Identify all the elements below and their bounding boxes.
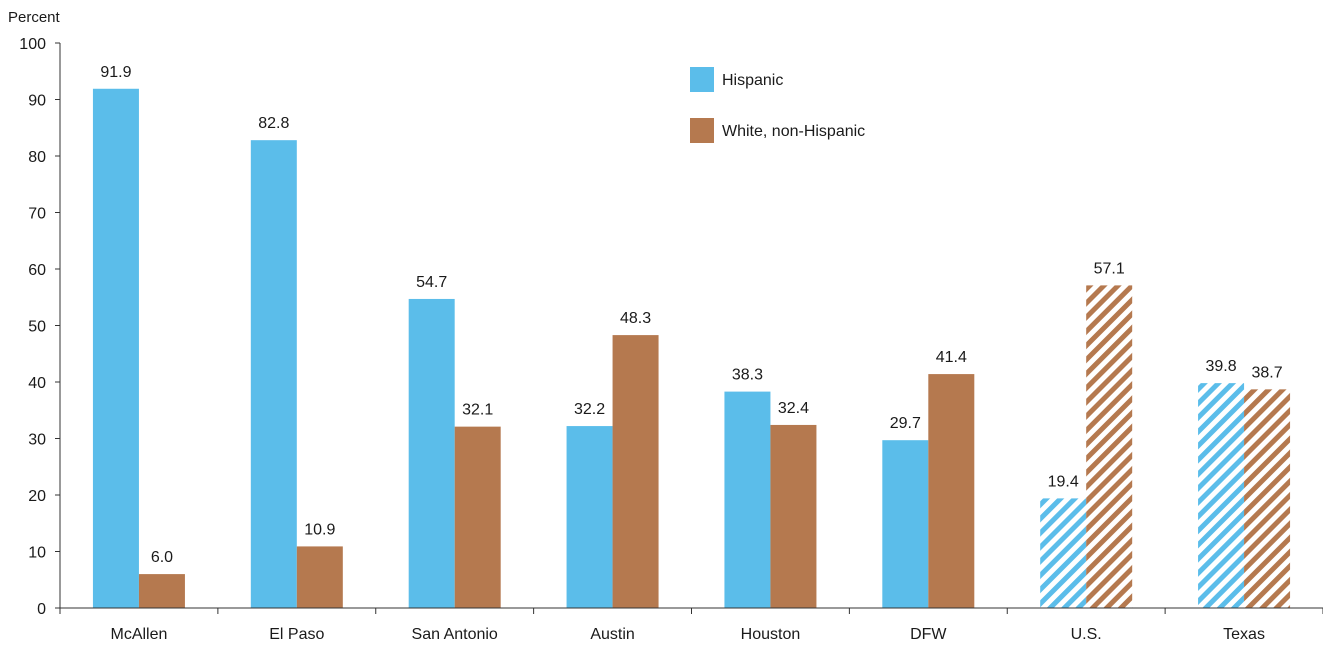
bar-texas-white-non-hispanic: [1244, 389, 1291, 608]
data-label-dfw-white-non-hispanic: 41.4: [936, 349, 967, 366]
legend-label-white-non-hispanic: White, non-Hispanic: [722, 123, 865, 140]
data-label-texas-hispanic: 39.8: [1205, 358, 1236, 375]
bar-texas-hispanic: [1198, 383, 1245, 608]
data-label-mcallen-white-non-hispanic: 6.0: [151, 549, 173, 566]
y-tick-label: 30: [28, 432, 46, 449]
data-label-texas-white-non-hispanic: 38.7: [1251, 364, 1282, 381]
bar-houston-white-non-hispanic: [770, 424, 817, 608]
bar-el-paso-white-non-hispanic: [296, 546, 343, 608]
bar-mcallen-white-non-hispanic: [138, 574, 185, 608]
y-tick-label: 80: [28, 149, 46, 166]
x-axis: McAllen El Paso San Antonio Austin Houston DF…: [59, 607, 1323, 643]
y-tick-label: 60: [28, 262, 46, 279]
data-labels: 91.9 6.0 82.8 10.9 54.7 32.1 32.2 48.3 38.3 32.4 2…: [100, 64, 1282, 566]
y-axis-ticks: 0 10 20 30 40 50 60 70 80 90 100: [19, 36, 61, 618]
data-label-san-antonio-white-non-hispanic: 32.1: [462, 402, 493, 419]
data-label-u-s-hispanic: 19.4: [1048, 473, 1079, 490]
bar-austin-white-non-hispanic: [612, 335, 659, 608]
x-category-label: Austin: [590, 626, 634, 643]
y-axis-unit-label: Percent: [8, 9, 61, 26]
x-category-label: DFW: [910, 626, 947, 643]
x-category-label: Houston: [741, 626, 801, 643]
bar-austin-hispanic: [566, 426, 613, 608]
x-category-label: U.S.: [1071, 626, 1102, 643]
x-category-label: Texas: [1223, 626, 1265, 643]
data-label-houston-white-non-hispanic: 32.4: [778, 400, 809, 417]
y-tick-label: 10: [28, 545, 46, 562]
y-tick-label: 90: [28, 93, 46, 110]
data-label-u-s-white-non-hispanic: 57.1: [1094, 260, 1125, 277]
data-label-mcallen-hispanic: 91.9: [100, 64, 131, 81]
bar-u-s-white-non-hispanic: [1086, 285, 1133, 608]
data-label-austin-white-non-hispanic: 48.3: [620, 310, 651, 327]
bar-mcallen-hispanic: [92, 88, 139, 608]
data-label-dfw-hispanic: 29.7: [890, 415, 921, 432]
y-tick-label: 50: [28, 319, 46, 336]
bar-san-antonio-hispanic: [408, 298, 455, 608]
bar-houston-hispanic: [724, 391, 771, 608]
data-label-houston-hispanic: 38.3: [732, 367, 763, 384]
legend-swatch-white-non-hispanic: [690, 118, 714, 143]
x-category-label: McAllen: [110, 626, 167, 643]
bar-san-antonio-white-non-hispanic: [454, 426, 501, 608]
bar-dfw-white-non-hispanic: [928, 374, 975, 608]
bar-dfw-hispanic: [882, 440, 929, 608]
bar-u-s-hispanic: [1040, 498, 1087, 608]
legend-swatch-hispanic: [690, 67, 714, 92]
data-label-austin-hispanic: 32.2: [574, 401, 605, 418]
y-tick-label: 70: [28, 206, 46, 223]
x-category-label: El Paso: [269, 626, 324, 643]
bar-el-paso-hispanic: [250, 140, 297, 608]
x-category-label: San Antonio: [412, 626, 498, 643]
y-tick-label: 20: [28, 488, 46, 505]
bars: [92, 88, 1291, 608]
legend: Hispanic White, non-Hispanic: [690, 67, 865, 143]
y-tick-label: 40: [28, 375, 46, 392]
data-label-san-antonio-hispanic: 54.7: [416, 274, 447, 291]
data-label-el-paso-white-non-hispanic: 10.9: [304, 521, 335, 538]
data-label-el-paso-hispanic: 82.8: [258, 115, 289, 132]
legend-label-hispanic: Hispanic: [722, 72, 783, 89]
y-tick-label: 0: [37, 601, 46, 618]
y-tick-label: 100: [19, 36, 46, 53]
